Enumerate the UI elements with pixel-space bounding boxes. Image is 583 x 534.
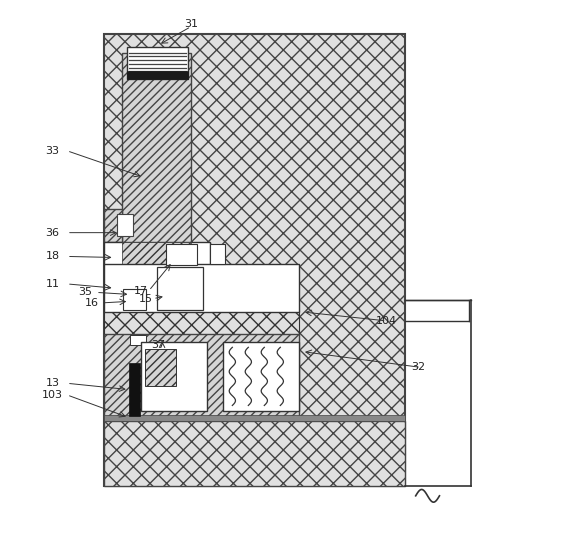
Bar <box>145 349 176 386</box>
Text: 18: 18 <box>45 252 59 262</box>
Text: 33: 33 <box>45 146 59 156</box>
Text: 104: 104 <box>376 316 397 326</box>
Bar <box>124 289 146 310</box>
Bar <box>104 35 405 486</box>
Text: 15: 15 <box>139 294 153 304</box>
Bar <box>157 267 203 310</box>
Bar <box>210 244 226 264</box>
Bar <box>129 363 141 416</box>
Bar <box>104 264 300 312</box>
Bar <box>104 241 210 267</box>
Text: 16: 16 <box>85 298 99 308</box>
Text: 13: 13 <box>45 378 59 388</box>
Text: 103: 103 <box>42 390 63 400</box>
Bar <box>131 335 146 345</box>
Text: 17: 17 <box>134 286 148 296</box>
Bar <box>104 415 405 421</box>
Bar <box>166 244 198 265</box>
Bar <box>141 342 207 411</box>
Bar <box>104 421 405 486</box>
Bar <box>104 334 300 416</box>
Text: 36: 36 <box>45 227 59 238</box>
Text: 32: 32 <box>411 363 426 372</box>
Bar <box>122 53 191 328</box>
Bar <box>104 209 122 241</box>
Bar <box>117 214 133 237</box>
Bar <box>127 72 188 79</box>
Text: 37: 37 <box>151 340 166 350</box>
Text: 31: 31 <box>184 19 198 29</box>
Bar <box>127 47 188 79</box>
Bar <box>122 241 191 267</box>
Bar <box>104 310 300 336</box>
Text: 35: 35 <box>78 287 93 297</box>
Bar <box>223 342 300 411</box>
Text: 11: 11 <box>45 279 59 289</box>
